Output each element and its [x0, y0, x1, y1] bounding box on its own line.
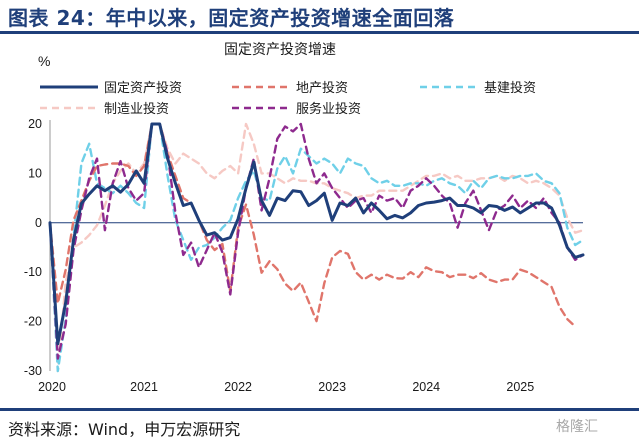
y-axis-unit: % — [38, 53, 50, 69]
series-line-4 — [48, 122, 585, 373]
chart-title: 固定资产投资增速 — [224, 42, 336, 58]
x-tick-label: 2022 — [224, 380, 252, 394]
source-note: 资料来源：Wind，申万宏源研究 — [8, 420, 241, 439]
x-tick-label: 2025 — [506, 380, 534, 394]
legend-label: 固定资产投资 — [104, 80, 182, 96]
x-tick-label: 2021 — [130, 380, 158, 394]
watermark: 格隆汇 — [556, 419, 598, 435]
title-rule — [0, 31, 639, 34]
y-tick-label: 10 — [28, 166, 42, 180]
y-tick-label: -30 — [24, 364, 42, 378]
legend-label: 服务业投资 — [296, 101, 361, 117]
x-tick-label: 2024 — [412, 380, 440, 394]
plot-area — [48, 122, 585, 373]
y-tick-label: 0 — [35, 216, 42, 230]
chart-axes: 20 10 0 -10 -20 -30 2020 2021 2022 2023 2024 2025 — [24, 117, 583, 394]
legend-label: 地产投资 — [296, 80, 348, 96]
y-tick-label: -10 — [24, 265, 42, 279]
y-tick-label: -20 — [24, 315, 42, 329]
footer-rule — [0, 408, 639, 411]
y-tick-label: 20 — [28, 117, 42, 131]
series-line-2 — [48, 122, 577, 328]
legend-label: 制造业投资 — [104, 101, 169, 117]
series-line-5 — [48, 122, 585, 360]
series-line-3 — [48, 122, 585, 373]
x-tick-label: 2023 — [318, 380, 346, 394]
series-line-1 — [48, 122, 585, 346]
legend-label: 基建投资 — [484, 80, 536, 96]
x-tick-label: 2020 — [38, 380, 66, 394]
figure-title: 图表 24：年中以来，固定资产投资增速全面回落 — [8, 6, 455, 30]
